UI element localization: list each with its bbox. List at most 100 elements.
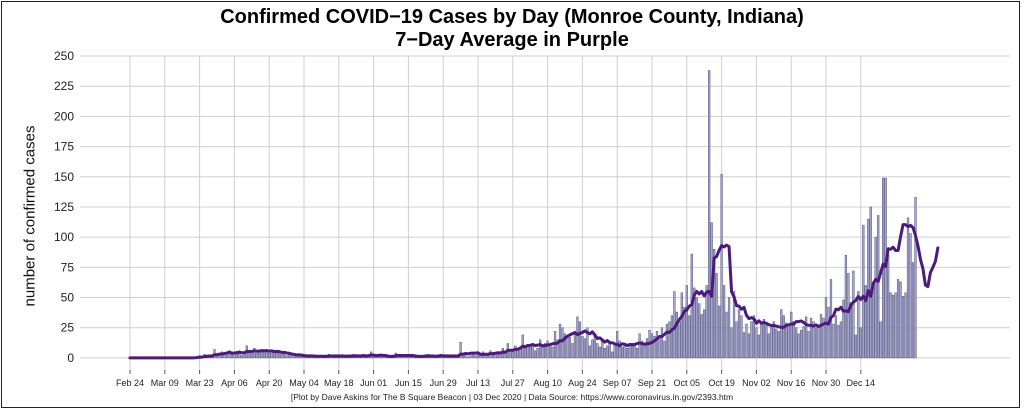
bar [591,339,594,359]
bar [491,355,495,359]
bar [596,343,599,359]
bar [635,348,639,359]
y-tick-label: 250 [54,49,74,63]
bar [566,335,569,359]
bar [872,285,875,359]
bar [683,306,686,359]
x-tick-label: Oct 05 [674,378,701,388]
bar [819,314,823,359]
x-tick-label: Mar 09 [151,378,179,388]
bar [663,340,666,359]
bar [804,316,808,359]
bar [561,327,564,359]
y-tick-label: 200 [54,109,74,123]
bar [887,255,890,359]
bar [581,335,584,359]
bar [909,233,912,359]
bar [258,351,261,359]
bar [573,331,577,359]
bar [588,345,591,359]
bar [867,218,870,359]
bar [471,354,475,359]
bar [474,355,477,359]
bar [847,273,850,359]
bar [618,340,621,359]
bar [655,331,659,359]
bar [899,281,902,359]
bar [901,296,905,359]
x-tick-label: Aug 24 [568,378,597,388]
bar [747,333,751,359]
bar [670,315,674,359]
bar [653,335,656,359]
bar [678,321,681,359]
y-tick-label: 75 [61,260,75,274]
x-tick-label: Apr 20 [256,378,283,388]
bar [715,273,718,359]
bar [539,339,542,359]
bar [543,343,547,359]
x-tick-label: Dec 14 [847,378,876,388]
bar [534,350,537,359]
x-tick-label: Aug 10 [533,378,562,388]
bar [896,279,900,359]
bar [713,249,716,359]
y-tick-label: 150 [54,170,74,184]
bar [268,352,271,359]
bar [660,327,664,359]
bar [891,294,895,359]
bar [750,321,753,359]
x-tick-label: Apr 06 [221,378,248,388]
bar [874,236,877,359]
bar [911,262,915,359]
x-tick-label: May 18 [324,378,354,388]
bar [665,323,669,359]
bar [541,345,544,359]
bar [285,355,288,359]
bar [253,348,256,359]
bar [546,340,549,359]
bar [638,333,641,359]
bar [722,285,726,359]
bar [643,345,646,359]
bar [705,285,708,359]
chart-title: Confirmed COVID−19 Cases by Day (Monroe … [220,6,804,28]
bar [228,350,231,359]
bar [832,323,835,359]
x-tick-label: Nov 30 [812,378,841,388]
y-tick-label: 25 [61,321,75,335]
bar [906,217,910,359]
bar [290,355,293,359]
bar [265,351,268,359]
x-tick-label: Sep 07 [603,378,632,388]
bar [742,332,746,359]
y-tick-label: 175 [54,140,74,154]
bar [762,319,765,359]
bar [675,311,678,359]
bar [511,351,514,359]
x-tick-label: Jun 01 [360,378,387,388]
bar [526,345,529,359]
y-tick-label: 0 [67,351,74,365]
bar [240,355,243,359]
bar [623,345,626,359]
bar [601,340,604,359]
bar [859,327,862,359]
bar [827,306,830,359]
x-tick-label: Jul 27 [501,378,525,388]
bar [904,292,907,359]
bar [514,345,517,359]
bar [800,329,803,359]
bar [765,325,768,359]
bar [556,339,559,359]
y-tick-label: 100 [54,230,74,244]
bar [700,314,703,359]
bar [685,285,688,359]
x-tick-label: Mar 23 [186,378,214,388]
bar [578,321,582,359]
bar [598,346,601,359]
y-tick-label: 125 [54,200,74,214]
bar [668,321,671,359]
y-tick-label: 225 [54,79,74,93]
bar [621,346,624,359]
